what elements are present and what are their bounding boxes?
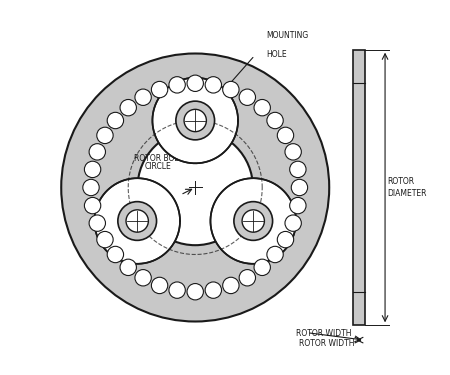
Text: ROTOR WIDTH: ROTOR WIDTH (299, 339, 355, 348)
Circle shape (291, 179, 308, 196)
Circle shape (169, 76, 185, 93)
Circle shape (223, 277, 239, 294)
Circle shape (290, 197, 306, 214)
Circle shape (151, 81, 168, 98)
Text: HOLE: HOLE (266, 50, 287, 59)
Circle shape (290, 161, 306, 178)
Circle shape (234, 202, 273, 240)
Circle shape (187, 75, 203, 92)
Circle shape (118, 202, 157, 240)
Circle shape (97, 127, 113, 144)
Circle shape (239, 270, 256, 286)
Circle shape (211, 178, 296, 264)
Circle shape (187, 284, 203, 300)
Circle shape (267, 246, 283, 262)
Circle shape (89, 144, 105, 160)
Bar (353, 50, 364, 325)
Text: CIRCLE: CIRCLE (144, 162, 171, 171)
Circle shape (151, 277, 168, 294)
Circle shape (242, 210, 265, 232)
Circle shape (211, 178, 296, 264)
Circle shape (153, 78, 238, 163)
Circle shape (94, 178, 180, 264)
Text: ROTOR BOLT: ROTOR BOLT (134, 154, 182, 163)
Circle shape (61, 54, 329, 321)
Circle shape (138, 130, 253, 245)
Circle shape (267, 112, 283, 129)
Circle shape (223, 81, 239, 98)
Circle shape (277, 231, 294, 248)
Circle shape (83, 179, 99, 196)
Circle shape (135, 89, 151, 105)
Circle shape (85, 197, 101, 214)
Circle shape (176, 101, 215, 140)
Circle shape (120, 99, 136, 116)
Circle shape (205, 76, 221, 93)
Circle shape (239, 89, 256, 105)
Circle shape (94, 178, 180, 264)
Circle shape (120, 259, 136, 276)
Circle shape (153, 78, 238, 163)
Circle shape (107, 112, 124, 129)
Circle shape (285, 215, 302, 231)
Circle shape (277, 127, 294, 144)
Circle shape (169, 282, 185, 298)
Circle shape (285, 144, 302, 160)
Circle shape (254, 259, 270, 276)
Circle shape (85, 161, 101, 178)
Text: ROTOR WIDTH: ROTOR WIDTH (296, 329, 351, 338)
Circle shape (89, 215, 105, 231)
Circle shape (205, 282, 221, 298)
Circle shape (97, 231, 113, 248)
Circle shape (135, 270, 151, 286)
Circle shape (107, 246, 124, 262)
Circle shape (126, 210, 148, 232)
Text: MOUNTING: MOUNTING (266, 32, 308, 40)
Circle shape (254, 99, 270, 116)
Text: ROTOR
DIAMETER: ROTOR DIAMETER (387, 177, 427, 198)
Circle shape (184, 110, 207, 132)
